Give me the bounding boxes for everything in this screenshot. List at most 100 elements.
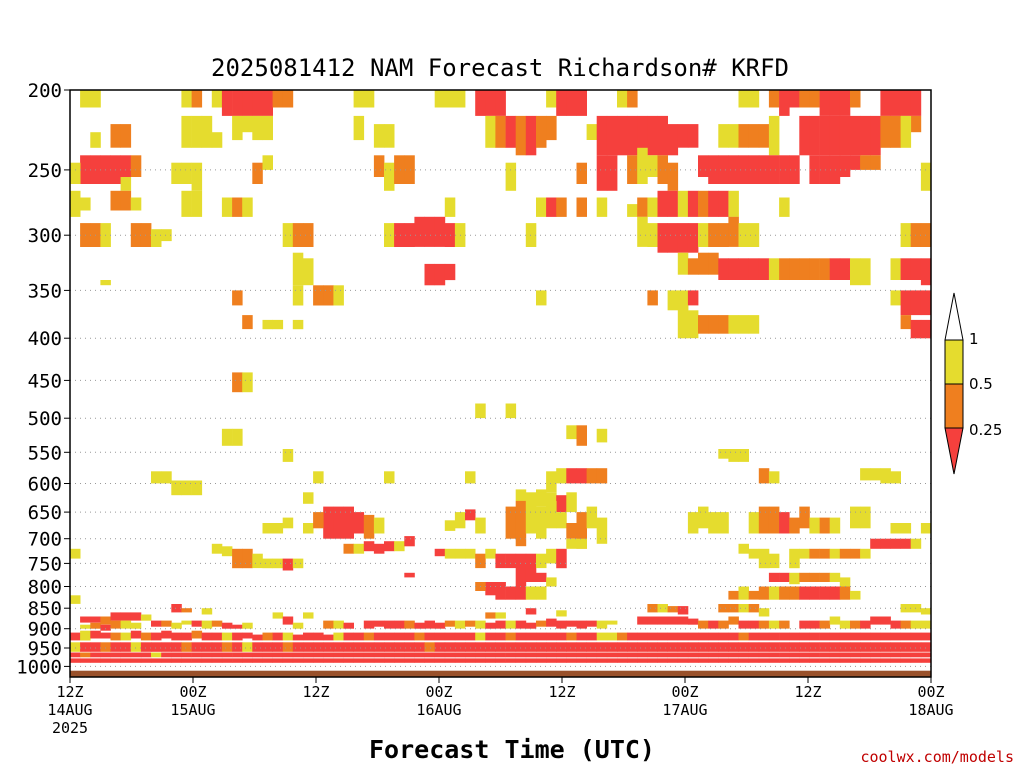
heatmap-cell [829, 642, 841, 652]
heatmap-cell [495, 612, 506, 619]
heatmap-cell [799, 90, 810, 108]
heatmap-cell [647, 616, 658, 625]
heatmap-cell [201, 658, 213, 663]
heatmap-cell [647, 197, 658, 217]
heatmap-cell [171, 162, 182, 184]
heatmap-cell [687, 512, 699, 534]
heatmap-cell [809, 632, 820, 641]
heatmap-cell [586, 658, 598, 663]
heatmap-cell [323, 658, 334, 663]
heatmap-cell [779, 620, 790, 629]
heatmap-cell [292, 558, 304, 569]
heatmap-cell [232, 624, 243, 629]
heatmap-cell [576, 197, 587, 217]
heatmap-cell [718, 315, 729, 334]
heatmap-cell [829, 652, 841, 658]
heatmap-cell [910, 258, 922, 280]
heatmap-cell [465, 509, 476, 521]
heatmap-cell [910, 652, 922, 658]
heatmap-cell [181, 620, 192, 625]
heatmap-cell [768, 90, 780, 108]
heatmap-cell [880, 616, 891, 625]
heatmap-cell [201, 608, 213, 615]
heatmap-cell [920, 652, 932, 658]
heatmap-cell [221, 622, 233, 629]
heatmap-cell [211, 620, 223, 627]
heatmap-cell [100, 652, 111, 658]
heatmap-cell [860, 642, 871, 652]
heatmap-cell [191, 115, 203, 148]
heatmap-cell [323, 642, 334, 652]
heatmap-cell [819, 517, 831, 534]
heatmap-cell [900, 658, 912, 663]
heatmap-cell [525, 658, 537, 663]
heatmap-cell [799, 548, 810, 559]
heatmap-cell [647, 223, 658, 247]
heatmap-cell [748, 604, 760, 613]
heatmap-cell [343, 652, 354, 658]
heatmap-cell [758, 548, 770, 569]
heatmap-cell [738, 642, 749, 652]
heatmap-cell [617, 658, 628, 663]
heatmap-cell [171, 480, 182, 496]
heatmap-cell [363, 514, 375, 539]
heatmap-cell [698, 252, 709, 275]
heatmap-cell [140, 223, 152, 247]
heatmap-cell [140, 642, 152, 652]
heatmap-cell [323, 634, 334, 641]
x-tick-label: 00Z [425, 683, 452, 701]
heatmap-cell [221, 652, 233, 658]
heatmap-cell [353, 115, 365, 141]
heatmap-cell [404, 536, 415, 547]
heatmap-cell [333, 652, 344, 658]
heatmap-cell [566, 523, 577, 539]
heatmap-cell [738, 620, 749, 629]
heatmap-cell [556, 610, 567, 617]
heatmap-cell [252, 652, 263, 658]
heatmap-cell [900, 315, 912, 330]
heatmap-cell [758, 652, 770, 658]
heatmap-cell [667, 606, 679, 613]
heatmap-cell [191, 658, 203, 663]
heatmap-cell [201, 642, 213, 652]
heatmap-cell [191, 162, 203, 191]
heatmap-cell [80, 630, 91, 641]
heatmap-cell [191, 652, 203, 658]
heatmap-cell [687, 190, 699, 217]
heatmap-cell [667, 124, 679, 156]
heatmap-cell [667, 223, 679, 253]
heatmap-cell [525, 642, 537, 652]
heatmap-cell [596, 428, 608, 443]
heatmap-cell [434, 658, 446, 663]
heatmap-cell [647, 604, 658, 613]
y-tick-label: 500 [28, 408, 62, 430]
heatmap-cell [718, 155, 729, 184]
heatmap-cell [394, 642, 405, 652]
heatmap-cell [181, 90, 192, 108]
heatmap-cell [434, 216, 446, 247]
heatmap-cell [839, 115, 851, 156]
heatmap-cell [282, 517, 294, 529]
heatmap-cell [677, 124, 689, 148]
heatmap-cell [546, 500, 557, 529]
heatmap-cell [789, 548, 800, 569]
heatmap-cell [657, 658, 668, 663]
heatmap-cell [120, 155, 132, 177]
heatmap-cell [505, 115, 517, 148]
heatmap-cell [536, 652, 547, 658]
heatmap-cell [70, 595, 81, 604]
heatmap-cell [384, 124, 395, 148]
heatmap-cell [181, 652, 192, 658]
heatmap-cell [566, 425, 577, 440]
heatmap-cell [687, 632, 699, 641]
heatmap-cell [850, 115, 861, 156]
heatmap-cell [80, 642, 91, 652]
heatmap-cell [596, 197, 608, 217]
heatmap-cell [809, 586, 820, 600]
heatmap-cell [505, 162, 517, 191]
heatmap-cell [546, 618, 557, 627]
heatmap-cell [556, 642, 567, 652]
heatmap-cell [667, 658, 679, 663]
ground-band [70, 670, 931, 677]
